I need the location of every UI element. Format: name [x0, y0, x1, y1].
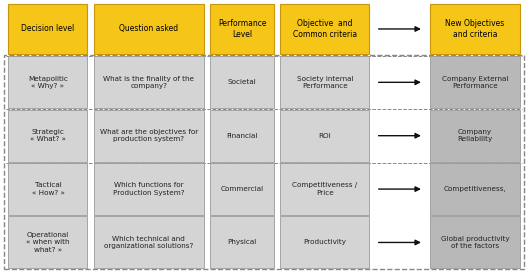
Text: Company External
Performance: Company External Performance — [441, 76, 508, 89]
Text: Question asked: Question asked — [119, 24, 178, 33]
Bar — [8, 163, 88, 215]
Text: Which functions for
Production System?: Which functions for Production System? — [113, 183, 185, 196]
Text: Physical: Physical — [228, 239, 257, 245]
Text: Tactical
« How? »: Tactical « How? » — [32, 183, 64, 196]
Text: Operational
« when with
what? »: Operational « when with what? » — [26, 232, 70, 253]
Text: Competitiveness,: Competitiveness, — [444, 186, 506, 192]
Bar — [210, 4, 274, 54]
Bar — [280, 163, 370, 215]
Text: Productivity: Productivity — [303, 239, 346, 245]
Text: New Objectives
and criteria: New Objectives and criteria — [445, 19, 504, 39]
Bar — [280, 4, 370, 54]
Bar — [4, 55, 524, 269]
Text: Global productivity
of the factors: Global productivity of the factors — [440, 236, 509, 249]
Bar — [430, 217, 520, 268]
Bar — [8, 110, 88, 162]
Bar — [280, 217, 370, 268]
Text: ROI: ROI — [318, 133, 331, 139]
Bar — [94, 217, 204, 268]
Text: What are the objectives for
production system?: What are the objectives for production s… — [100, 129, 198, 142]
Text: Society internal
Performance: Society internal Performance — [297, 76, 353, 89]
Bar — [210, 110, 274, 162]
Bar — [94, 56, 204, 108]
Bar — [430, 4, 520, 54]
Text: What is the finality of the
company?: What is the finality of the company? — [103, 76, 194, 89]
Bar — [430, 56, 520, 108]
Bar — [94, 4, 204, 54]
Bar — [280, 110, 370, 162]
Text: Performance
Level: Performance Level — [218, 19, 266, 39]
Text: Commercial: Commercial — [221, 186, 263, 192]
Text: Decision level: Decision level — [21, 24, 74, 33]
Bar — [8, 217, 88, 268]
Bar — [210, 56, 274, 108]
Text: Metapolitic
« Why? »: Metapolitic « Why? » — [28, 76, 68, 89]
Text: Company
Reliability: Company Reliability — [457, 129, 493, 142]
Text: Strategic
« What? »: Strategic « What? » — [30, 129, 66, 142]
Bar — [430, 110, 520, 162]
Bar — [280, 56, 370, 108]
Text: Which technical and
organizational solutions?: Which technical and organizational solut… — [104, 236, 194, 249]
Text: Competitiveness /
Price: Competitiveness / Price — [292, 183, 357, 196]
Text: Societal: Societal — [228, 79, 257, 85]
Bar — [210, 163, 274, 215]
Bar — [210, 217, 274, 268]
Bar — [8, 4, 88, 54]
Bar — [430, 163, 520, 215]
Bar — [94, 110, 204, 162]
Bar — [94, 163, 204, 215]
Bar — [8, 56, 88, 108]
Text: Objective  and
Common criteria: Objective and Common criteria — [293, 19, 357, 39]
Text: Financial: Financial — [227, 133, 258, 139]
